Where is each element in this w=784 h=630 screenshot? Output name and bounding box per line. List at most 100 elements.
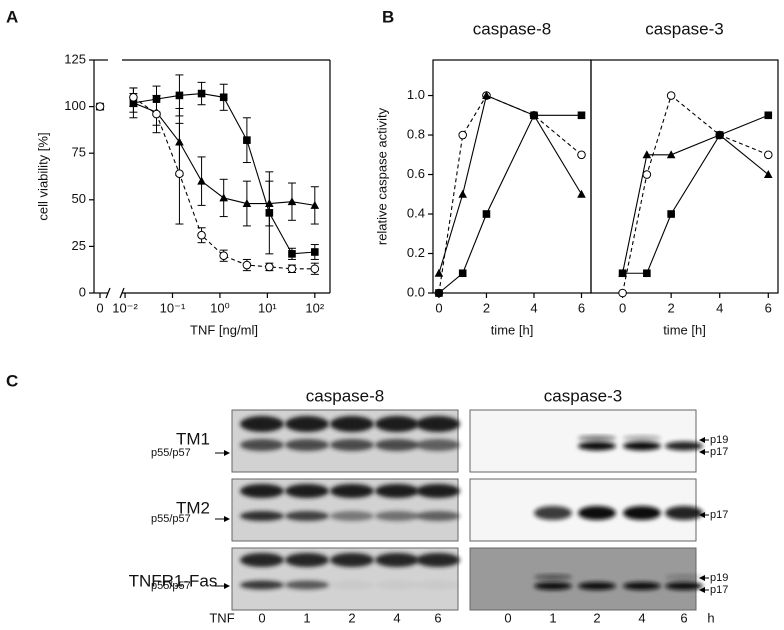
marker-square xyxy=(643,269,651,278)
band-marker: p55/p57 xyxy=(151,447,191,459)
marker-square xyxy=(288,250,296,258)
marker-arrow-head xyxy=(699,575,705,581)
marker-arrow-head xyxy=(224,516,230,522)
blot-band xyxy=(375,439,419,451)
panel-label: C xyxy=(6,371,18,390)
marker-circle xyxy=(242,260,252,270)
marker-triangle xyxy=(482,91,491,100)
marker-circle xyxy=(763,150,773,160)
marker-square xyxy=(764,111,773,120)
blot-band xyxy=(534,582,572,590)
blot-band xyxy=(330,416,374,432)
series-line xyxy=(133,96,315,270)
lane-tick-label: 1 xyxy=(549,610,556,625)
blot-band xyxy=(416,416,460,432)
series-line xyxy=(438,94,582,274)
blot-band xyxy=(285,580,329,590)
blot-frame xyxy=(469,547,697,611)
row-label: TNFR1-Fas xyxy=(129,571,218,590)
marker-circle xyxy=(152,109,161,119)
blot-band xyxy=(665,582,703,590)
blot-band xyxy=(623,441,661,451)
lane-tick-label: 4 xyxy=(393,610,400,625)
blot-band xyxy=(375,416,419,432)
blot-band xyxy=(416,484,460,498)
marker-arrow-head xyxy=(699,437,705,443)
marker-triangle xyxy=(763,170,773,179)
y-tick-label: 0.0 xyxy=(407,284,425,299)
panel-label: A xyxy=(6,7,18,26)
marker-square xyxy=(311,248,319,256)
x-tick-label: 4 xyxy=(716,300,723,315)
marker-arrow-head xyxy=(699,587,705,593)
x-axis-label: time [h] xyxy=(491,322,534,337)
y-axis-label: cell viability [%] xyxy=(35,132,50,220)
blot-band xyxy=(375,580,419,590)
marker-arrow-head xyxy=(699,512,705,518)
x-tick-label: 6 xyxy=(578,300,585,315)
marker-triangle xyxy=(458,189,467,198)
x-tick-label: 4 xyxy=(530,300,537,315)
y-tick-label: 0.8 xyxy=(407,126,425,141)
blot-title: caspase-8 xyxy=(306,386,384,405)
marker-square xyxy=(482,210,491,218)
blot-band xyxy=(285,484,329,498)
panel-label: B xyxy=(382,7,394,26)
lane-label: TNF xyxy=(209,610,234,625)
marker-square xyxy=(435,289,443,297)
marker-circle xyxy=(577,150,586,160)
marker-square xyxy=(458,269,467,278)
x-tick-label: 10⁻² xyxy=(112,300,138,315)
blot-band xyxy=(330,484,374,498)
blot-band xyxy=(534,506,572,520)
lane-tick-label: 6 xyxy=(680,610,687,625)
blot-band xyxy=(578,435,616,441)
blot-band xyxy=(578,441,616,451)
y-tick-label: 125 xyxy=(64,51,86,66)
x-tick-label: 10¹ xyxy=(258,300,277,315)
blot-band xyxy=(240,439,284,451)
x-axis-label: time [h] xyxy=(663,322,706,337)
marker-circle xyxy=(95,102,105,111)
marker-triangle xyxy=(642,150,652,159)
marker-triangle xyxy=(287,197,297,206)
band-marker: p55/p57 xyxy=(151,580,191,592)
x-tick-label: 0 xyxy=(435,300,442,315)
marker-square xyxy=(715,131,724,139)
marker-triangle xyxy=(666,150,676,159)
marker-triangle xyxy=(577,189,586,198)
marker-circle xyxy=(265,262,274,272)
marker-triangle xyxy=(434,268,444,277)
plot-frame xyxy=(590,59,779,294)
blot-band xyxy=(285,553,329,567)
blot-band xyxy=(416,511,460,521)
blot-band xyxy=(623,582,661,590)
blot-band xyxy=(534,574,572,580)
band-marker: p19 xyxy=(710,572,728,584)
x-axis-label: TNF [ng/ml] xyxy=(190,322,258,337)
plot-frame xyxy=(432,59,592,294)
marker-circle xyxy=(175,169,184,179)
marker-circle xyxy=(129,92,138,102)
marker-square xyxy=(175,91,184,100)
blot-band xyxy=(416,439,460,451)
lane-tick-label: 6 xyxy=(434,610,441,625)
y-tick-label: 0.4 xyxy=(407,205,425,220)
x-tick-label: 10⁻¹ xyxy=(160,300,186,315)
marker-triangle xyxy=(219,193,228,202)
blot-band xyxy=(330,439,374,451)
blot-band xyxy=(416,553,460,567)
y-tick-label: 50 xyxy=(72,191,86,206)
marker-triangle xyxy=(310,200,320,209)
y-tick-label: 0 xyxy=(79,284,86,299)
x-tick-label: 6 xyxy=(765,300,772,315)
x-tick-label: 10⁰ xyxy=(210,300,230,315)
y-tick-label: 75 xyxy=(72,145,86,160)
blot-band xyxy=(240,484,284,498)
blot-band xyxy=(665,506,703,520)
marker-square xyxy=(197,89,206,98)
blot-band xyxy=(416,580,460,590)
blot-band xyxy=(330,553,374,567)
